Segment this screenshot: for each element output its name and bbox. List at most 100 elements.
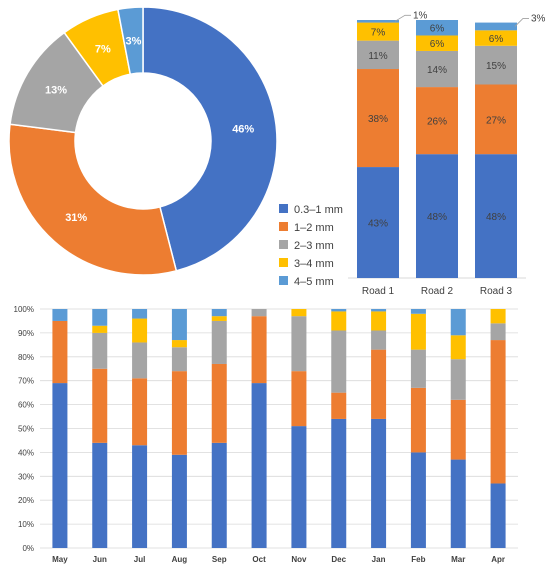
road-bar-segment bbox=[357, 167, 399, 278]
road-segment-label: 1% bbox=[413, 10, 428, 21]
road-bar-segment bbox=[475, 84, 517, 155]
month-bar-segment bbox=[52, 383, 68, 548]
road-bar-segment bbox=[357, 69, 399, 168]
road-bar-segment bbox=[475, 154, 517, 278]
month-category-label: Jul bbox=[134, 555, 146, 564]
y-tick-label: 90% bbox=[18, 329, 34, 338]
legend-label: 4–5 mm bbox=[294, 276, 334, 288]
month-bar-segment bbox=[211, 309, 227, 317]
y-tick-label: 80% bbox=[18, 353, 34, 362]
month-category-label: Oct bbox=[252, 555, 266, 564]
month-bar-segment bbox=[371, 330, 387, 350]
y-tick-label: 50% bbox=[18, 425, 34, 434]
y-tick-label: 60% bbox=[18, 401, 34, 410]
legend-swatch bbox=[279, 222, 288, 231]
road-bar-segment bbox=[416, 35, 458, 51]
road-segment-label: 6% bbox=[489, 34, 504, 45]
road-bar-segment bbox=[475, 30, 517, 46]
month-bar-segment bbox=[291, 371, 307, 427]
month-bar-segment bbox=[291, 426, 307, 548]
legend-label: 3–4 mm bbox=[294, 258, 334, 270]
month-bar-segment bbox=[450, 335, 466, 360]
y-tick-label: 30% bbox=[18, 472, 34, 481]
month-bar-segment bbox=[331, 330, 347, 393]
y-tick-label: 20% bbox=[18, 496, 34, 505]
month-bar-segment bbox=[251, 309, 267, 317]
monthly-stacked-bar-chart: 0% 10% 20% 30% 40% 50% 60% 70% 80% 90% 100% May Jun J… bbox=[14, 305, 518, 564]
month-bar-segment bbox=[490, 340, 506, 484]
month-bar-segment bbox=[450, 309, 466, 336]
road-category-label: Road 2 bbox=[421, 286, 454, 297]
y-tick-label: 40% bbox=[18, 448, 34, 457]
road-segment-label: 7% bbox=[371, 28, 386, 39]
legend-swatch bbox=[279, 240, 288, 249]
month-category-label: Aug bbox=[172, 555, 188, 564]
month-bar-segment bbox=[410, 309, 426, 314]
road-stacked-bar-chart: 43% 38% 11% 7% 1% Road 1 48% 26% 14% 6% 6% Road 2 48… bbox=[348, 10, 546, 297]
month-bar-segment bbox=[171, 309, 187, 341]
road-segment-label: 6% bbox=[430, 39, 445, 50]
month-bar-segment bbox=[52, 309, 68, 321]
month-bar-segment bbox=[132, 318, 148, 343]
month-bar-segment bbox=[92, 325, 108, 333]
road-segment-label: 26% bbox=[427, 117, 447, 128]
road-bar-segment bbox=[416, 50, 458, 88]
month-bar-segment bbox=[171, 347, 187, 372]
road-bar-segment bbox=[416, 87, 458, 155]
month-bar-segment bbox=[291, 309, 307, 317]
road-segment-label: 14% bbox=[427, 65, 447, 76]
month-bar-segment bbox=[291, 316, 307, 372]
month-category-label: Feb bbox=[411, 555, 425, 564]
month-bar-segment bbox=[211, 316, 227, 321]
month-bar-segment bbox=[331, 309, 347, 312]
road-segment-label: 15% bbox=[486, 61, 506, 72]
month-bar-segment bbox=[211, 363, 227, 443]
y-tick-label: 10% bbox=[18, 520, 34, 529]
month-category-label: Nov bbox=[291, 555, 307, 564]
donut-legend: 0.3–1 mm 1–2 mm 2–3 mm 3–4 mm 4–5 mm bbox=[279, 204, 343, 288]
month-bar-segment bbox=[410, 313, 426, 350]
month-category-label: Sep bbox=[212, 555, 227, 564]
road-segment-label: 48% bbox=[427, 212, 447, 223]
month-bar-segment bbox=[410, 387, 426, 453]
month-bar-segment bbox=[371, 309, 387, 312]
month-bar-segment bbox=[132, 378, 148, 446]
road-segment-label: 27% bbox=[486, 115, 506, 126]
month-bar-segment bbox=[410, 349, 426, 388]
road-bar-segment bbox=[357, 22, 399, 41]
donut-slice-label: 3% bbox=[126, 35, 142, 47]
donut-slice-label: 13% bbox=[45, 85, 67, 97]
road-callout-line bbox=[394, 14, 411, 22]
month-bar-segment bbox=[92, 368, 108, 443]
y-tick-label: 100% bbox=[14, 305, 34, 314]
y-tick-label: 0% bbox=[22, 544, 34, 553]
month-bar-segment bbox=[490, 323, 506, 341]
month-bar-segment bbox=[92, 442, 108, 548]
month-bar-segment bbox=[251, 383, 267, 548]
month-bar-segment bbox=[490, 309, 506, 324]
road-bar-segment bbox=[416, 20, 458, 36]
month-bar-segment bbox=[331, 311, 347, 331]
legend-label: 1–2 mm bbox=[294, 222, 334, 234]
road-segment-label: 43% bbox=[368, 219, 388, 230]
road-bar-segment bbox=[475, 22, 517, 31]
legend-swatch bbox=[279, 258, 288, 267]
donut-slice bbox=[117, 6, 144, 76]
road-category-label: Road 1 bbox=[362, 286, 395, 297]
month-bar-segment bbox=[450, 399, 466, 460]
month-category-label: Mar bbox=[451, 555, 465, 564]
month-bar-segment bbox=[52, 320, 68, 384]
month-bar-segment bbox=[211, 442, 227, 548]
month-bar-segment bbox=[171, 454, 187, 548]
road-callout-line bbox=[514, 18, 529, 27]
month-bar-segment bbox=[450, 459, 466, 548]
road-segment-label: 3% bbox=[531, 13, 546, 24]
road-segment-label: 48% bbox=[486, 212, 506, 223]
month-bar-segment bbox=[171, 340, 187, 348]
month-bar-segment bbox=[331, 392, 347, 419]
month-category-label: Jan bbox=[372, 555, 386, 564]
month-bar-segment bbox=[132, 309, 148, 319]
month-bar-segment bbox=[371, 349, 387, 419]
road-bar-segment bbox=[475, 45, 517, 85]
